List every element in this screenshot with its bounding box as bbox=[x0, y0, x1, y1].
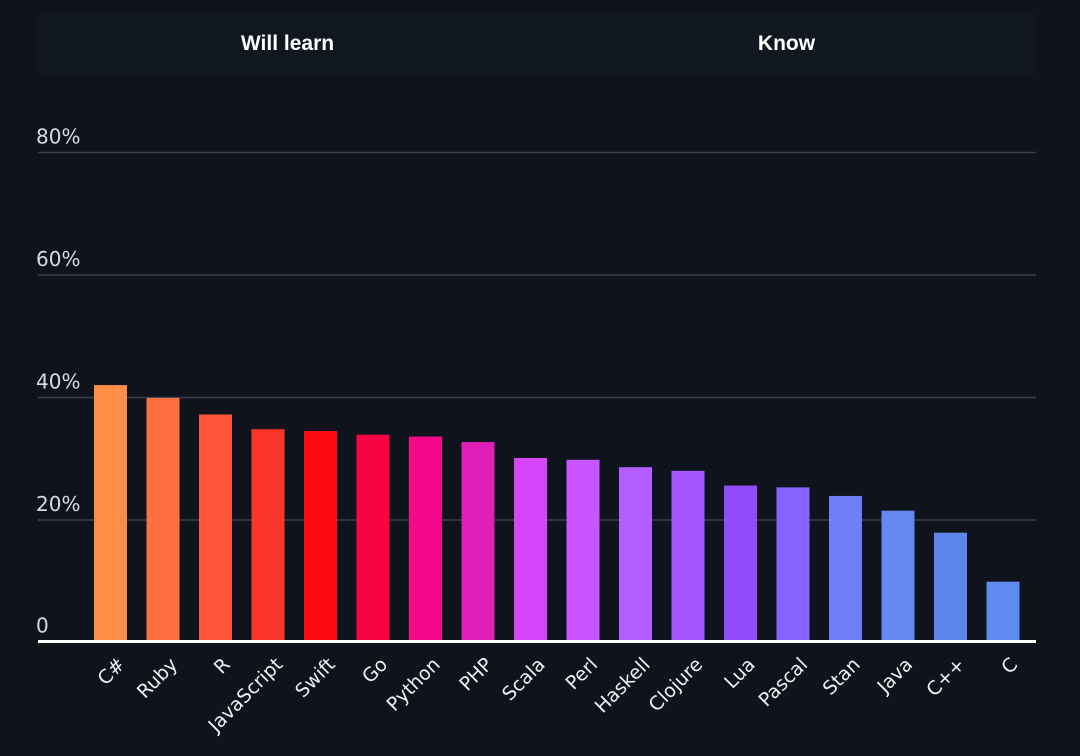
x-tick-label: Perl bbox=[561, 654, 602, 695]
tab-know[interactable]: Know bbox=[537, 14, 1036, 74]
bar[interactable] bbox=[671, 470, 705, 641]
y-tick-label: 60% bbox=[36, 247, 80, 271]
x-tick-label: Stan bbox=[819, 654, 865, 700]
bar[interactable] bbox=[566, 459, 600, 641]
bar[interactable] bbox=[619, 467, 652, 641]
bar[interactable] bbox=[934, 532, 967, 641]
bar[interactable] bbox=[199, 414, 232, 641]
x-tick-label: C++ bbox=[922, 654, 969, 701]
bar[interactable] bbox=[776, 487, 810, 641]
x-tick-label: PHP bbox=[455, 654, 497, 696]
x-tick-label: Java bbox=[873, 654, 918, 699]
y-tick-label: 80% bbox=[36, 125, 80, 149]
bar[interactable] bbox=[146, 397, 180, 641]
x-tick-label: Go bbox=[358, 654, 392, 688]
tab-will-learn[interactable]: Will learn bbox=[38, 14, 537, 74]
x-tick-label: Python bbox=[383, 654, 445, 716]
x-tick-label: Lua bbox=[720, 654, 760, 694]
bar[interactable] bbox=[829, 495, 862, 641]
x-tick-label: Clojure bbox=[645, 654, 708, 717]
x-tick-label: Haskell bbox=[591, 654, 655, 718]
bar[interactable] bbox=[724, 485, 757, 641]
bar[interactable] bbox=[409, 436, 442, 641]
x-tick-label: Pascal bbox=[755, 654, 813, 712]
bar[interactable] bbox=[461, 442, 495, 641]
tab-bar: Will learn Know bbox=[38, 14, 1036, 74]
bar[interactable] bbox=[514, 457, 547, 641]
bar[interactable] bbox=[356, 434, 390, 641]
x-tick-label: Ruby bbox=[133, 654, 182, 703]
x-tick-label: C# bbox=[93, 654, 129, 690]
bar[interactable] bbox=[251, 429, 285, 641]
y-tick-label: 20% bbox=[36, 492, 80, 516]
x-tick-label: Swift bbox=[291, 654, 340, 703]
y-axis-ticks: 0 20% 40% 60% 80% bbox=[36, 125, 80, 638]
y-tick-label: 40% bbox=[36, 370, 80, 394]
bar[interactable] bbox=[881, 510, 915, 641]
bar[interactable] bbox=[986, 581, 1020, 641]
x-tick-label: C bbox=[997, 654, 1022, 679]
x-tick-label: Scala bbox=[498, 654, 550, 706]
bar[interactable] bbox=[94, 385, 127, 641]
x-tick-label: R bbox=[210, 654, 235, 679]
bars bbox=[94, 385, 1020, 641]
bar[interactable] bbox=[304, 431, 337, 641]
y-tick-label: 0 bbox=[36, 614, 49, 638]
